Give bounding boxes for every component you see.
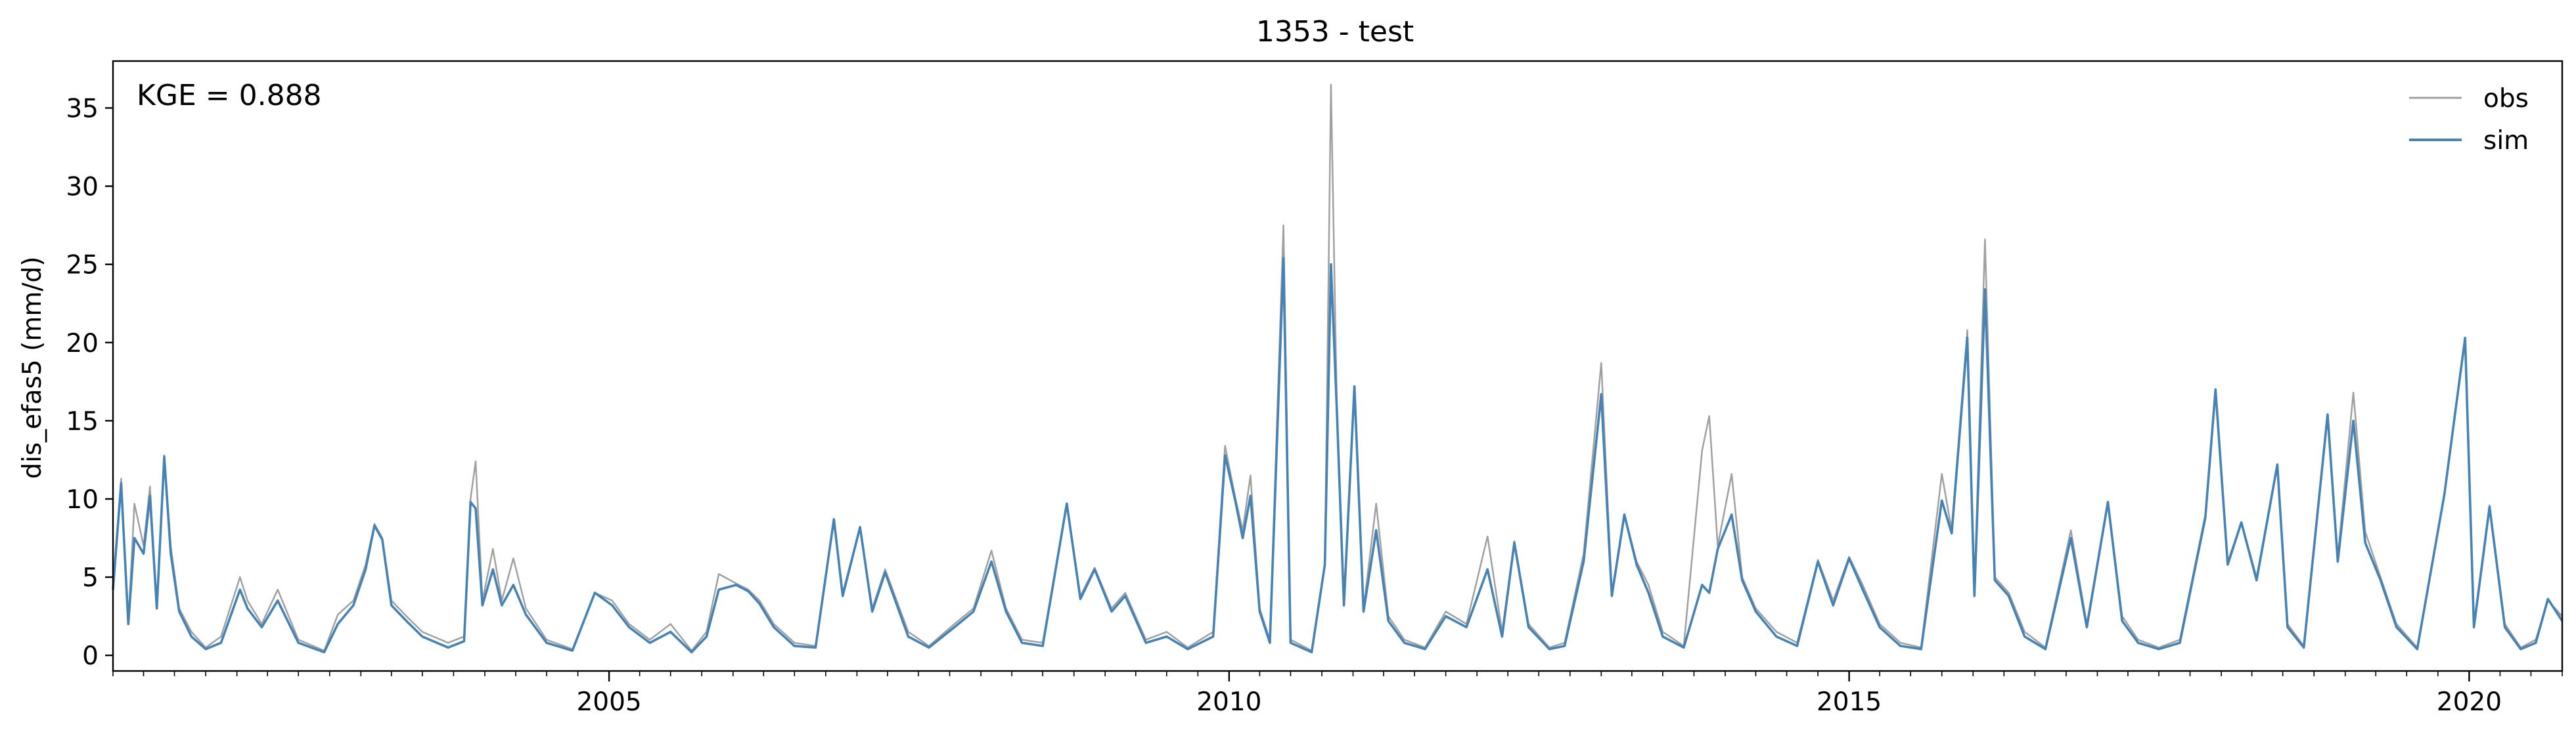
y-tick-label-0: 0 xyxy=(82,641,99,671)
kge-annotation: KGE = 0.888 xyxy=(137,79,322,112)
series-line-sim xyxy=(112,257,2564,654)
y-tick-label-35: 35 xyxy=(66,94,99,123)
legend-label-obs: obs xyxy=(2483,84,2529,114)
y-tick-label-10: 10 xyxy=(66,485,99,515)
y-tick-label-25: 25 xyxy=(66,251,99,280)
legend-label-sim: sim xyxy=(2483,126,2529,156)
y-tick-label-20: 20 xyxy=(66,329,99,358)
x-tick-label-2020: 2020 xyxy=(2437,687,2502,717)
y-tick-label-30: 30 xyxy=(66,173,99,202)
x-tick-label-2010: 2010 xyxy=(1196,687,1261,717)
x-tick-label-2005: 2005 xyxy=(576,687,641,717)
y-tick-label-5: 5 xyxy=(82,563,99,593)
legend: obs sim xyxy=(2409,84,2529,156)
y-axis-label: dis_efas5 (mm/d) xyxy=(18,257,47,479)
chart-title: 1353 - test xyxy=(1256,15,1414,49)
plot-area: 0 5 10 15 20 25 30 35 2005 2010 2015 2020 xyxy=(66,60,2564,717)
plot-frame xyxy=(112,60,2564,672)
y-tick-label-15: 15 xyxy=(66,407,99,437)
x-tick-label-2015: 2015 xyxy=(1817,687,1882,717)
